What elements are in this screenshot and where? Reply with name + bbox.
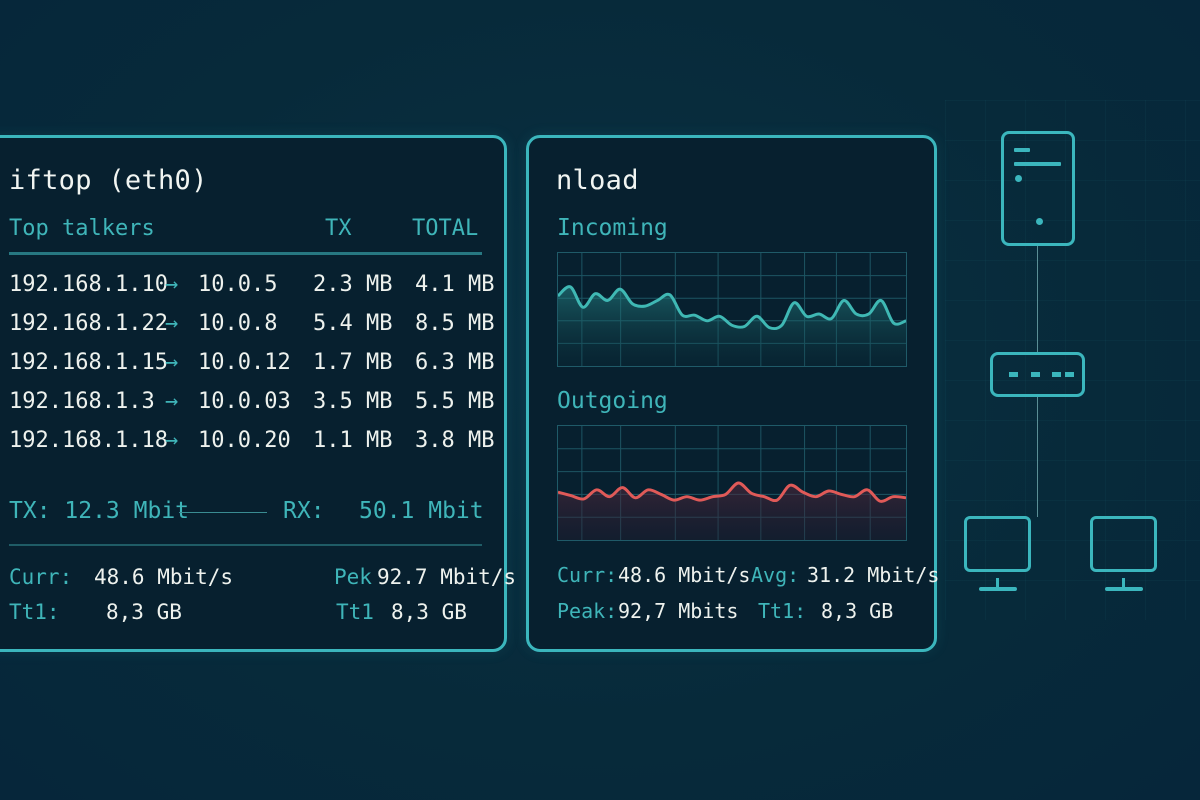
incoming-label: Incoming — [557, 215, 668, 241]
source-ip: 192.168.1.18 — [9, 428, 168, 453]
incoming-graph — [557, 252, 907, 367]
rate-connector-line — [179, 512, 267, 513]
tx-value: 1.1 MB — [313, 428, 393, 453]
total-value: 5.5 MB — [415, 389, 495, 414]
average-value: 31.2 Mbit/s — [807, 563, 940, 587]
arrow-right-icon: → — [165, 350, 179, 375]
peak-value: 92,7 Mbits — [618, 599, 739, 623]
tx-value: 1.7 MB — [313, 350, 393, 375]
average-label: Avg: — [751, 563, 800, 587]
total-value: 4.1 MB — [415, 272, 495, 297]
current-label: Curr: — [557, 563, 618, 587]
total-value-secondary: 8,3 GB — [391, 600, 467, 624]
table-row[interactable]: 192.168.1.22 → 10.0.8 5.4 MB 8.5 MB — [9, 311, 494, 350]
nload-panel: nload Incoming Outgoing Curr: 48.6 Mbit/… — [526, 135, 940, 652]
talkers-table: 192.168.1.10 → 10.0.5 2.3 MB 4.1 MB 192.… — [9, 272, 494, 467]
table-row[interactable]: 192.168.1.15 → 10.0.12 1.7 MB 6.3 MB — [9, 350, 494, 389]
column-header-tx: TX — [325, 216, 352, 241]
outgoing-graph — [557, 425, 907, 541]
nload-title: nload — [556, 165, 639, 196]
destination-ip: 10.0.8 — [198, 311, 278, 336]
destination-ip: 10.0.20 — [198, 428, 291, 453]
peak-label: Pek — [334, 565, 372, 589]
table-row[interactable]: 192.168.1.18 → 10.0.20 1.1 MB 3.8 MB — [9, 428, 494, 467]
header-divider — [9, 252, 482, 255]
incoming-line-chart — [558, 253, 906, 366]
rx-rate-value: 50.1 Mbit — [359, 498, 484, 524]
tx-rate: TX: 12.3 Mbit — [9, 498, 190, 524]
iftop-title: iftop (eth0) — [9, 165, 208, 196]
arrow-right-icon: → — [165, 428, 179, 453]
table-row[interactable]: 192.168.1.3 → 10.0.03 3.5 MB 5.5 MB — [9, 389, 494, 428]
peak-label: Peak: — [557, 599, 618, 623]
total-value: 6.3 MB — [415, 350, 495, 375]
destination-ip: 10.0.03 — [198, 389, 291, 414]
connection-line — [1037, 246, 1038, 352]
column-header-top-talkers: Top talkers — [9, 216, 155, 241]
total-label: Tt1: — [758, 599, 807, 623]
total-value: 8.5 MB — [415, 311, 495, 336]
source-ip: 192.168.1.15 — [9, 350, 168, 375]
source-ip: 192.168.1.22 — [9, 311, 168, 336]
current-value: 48.6 Mbit/s — [94, 565, 234, 589]
current-label: Curr: — [9, 565, 73, 589]
total-value: 8,3 GB — [821, 599, 894, 623]
server-icon[interactable] — [1001, 131, 1075, 246]
rx-rate-label: RX: — [283, 498, 325, 524]
summary-divider — [9, 544, 482, 546]
arrow-right-icon: → — [165, 389, 179, 414]
iftop-panel: iftop (eth0) Top talkers TX TOTAL 192.16… — [0, 135, 516, 652]
outgoing-line-chart — [558, 426, 906, 540]
peak-value: 92.7 Mbit/s — [377, 565, 517, 589]
arrow-right-icon: → — [165, 311, 179, 336]
total-label: Tt1: — [9, 600, 60, 624]
destination-ip: 10.0.12 — [198, 350, 291, 375]
arrow-right-icon: → — [165, 272, 179, 297]
source-ip: 192.168.1.3 — [9, 389, 155, 414]
total-value: 3.8 MB — [415, 428, 495, 453]
total-label-secondary: Tt1 — [336, 600, 374, 624]
switch-icon[interactable] — [990, 352, 1085, 397]
tx-value: 3.5 MB — [313, 389, 393, 414]
column-header-total: TOTAL — [412, 216, 479, 241]
destination-ip: 10.0.5 — [198, 272, 278, 297]
total-value: 8,3 GB — [106, 600, 182, 624]
current-value: 48.6 Mbit/s — [618, 563, 751, 587]
table-row[interactable]: 192.168.1.10 → 10.0.5 2.3 MB 4.1 MB — [9, 272, 494, 311]
source-ip: 192.168.1.10 — [9, 272, 168, 297]
connection-line — [1037, 397, 1038, 517]
tx-value: 2.3 MB — [313, 272, 393, 297]
outgoing-label: Outgoing — [557, 388, 668, 414]
tx-value: 5.4 MB — [313, 311, 393, 336]
